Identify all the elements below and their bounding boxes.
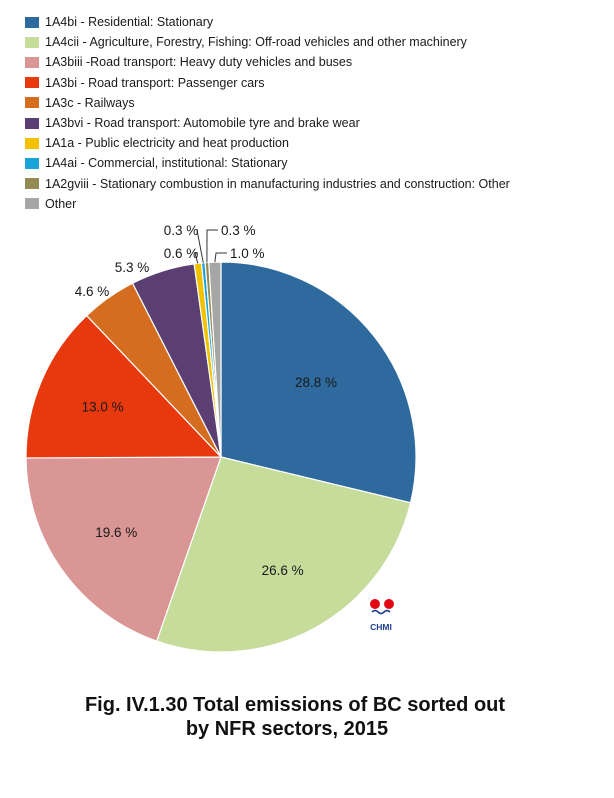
slice-label-1a3bvi: 5.3 % [115,260,150,275]
chmi-logo-wave [371,609,391,615]
leader-line-other [214,252,227,263]
chart-legend: 1A4bi - Residential: Stationary 1A4cii - … [25,12,510,214]
legend-label: 1A1a - Public electricity and heat produ… [45,136,289,151]
legend-swatch [25,178,39,190]
leader-line-1a2gviii [206,229,218,263]
chmi-logo: CHMI [370,599,394,632]
pie-chart: 28.8 % 26.6 % 19.6 % 13.0 % 4.6 % 5.3 % 0.6 % 0… [25,223,417,653]
pie-slice-1a4cii [155,456,412,653]
pie-slice-1a3biii [25,456,222,642]
legend-label: 1A2gviii - Stationary combustion in manu… [45,176,510,191]
legend-swatch [25,16,39,28]
slice-label-1a4bi: 28.8 % [295,375,337,390]
legend-item-1a3biii: 1A3biii -Road transport: Heavy duty vehi… [25,52,510,72]
legend-item-1a4cii: 1A4cii - Agriculture, Forestry, Fishing:… [25,32,510,52]
legend-swatch [25,97,39,109]
legend-label: 1A3bi - Road transport: Passenger cars [45,75,265,90]
legend-item-1a3bvi: 1A3bvi - Road transport: Automobile tyre… [25,113,510,133]
legend-item-1a4bi: 1A4bi - Residential: Stationary [25,12,510,32]
legend-label: Other [45,196,77,211]
legend-swatch [25,157,39,169]
legend-swatch [25,36,39,48]
legend-item-1a2gviii: 1A2gviii - Stationary combustion in manu… [25,174,510,194]
slice-label-1a4cii: 26.6 % [262,563,304,578]
legend-item-1a3c: 1A3c - Railways [25,93,510,113]
slice-labels: 28.8 % 26.6 % 19.6 % 13.0 % 4.6 % 5.3 % 0.6 % 0… [75,223,337,578]
figure-caption-line-2: by NFR sectors, 2015 [185,718,389,740]
slice-label-other: 1.0 % [230,246,265,261]
chmi-logo-left-dot [370,599,380,609]
legend-swatch [25,137,39,149]
leader-line-1a1a [194,252,199,264]
leader-line-1a4ai [196,229,204,263]
slice-label-1a1a: 0.6 % [164,246,199,261]
slice-label-1a4ai: 0.3 % [164,223,199,238]
legend-label: 1A4cii - Agriculture, Forestry, Fishing:… [45,35,467,50]
legend-label: 1A4bi - Residential: Stationary [45,15,214,30]
slice-label-1a3c: 4.6 % [75,284,110,299]
chmi-logo-text: CHMI [370,622,392,632]
slice-label-1a3bi: 13.0 % [82,399,124,414]
legend-item-1a4ai: 1A4ai - Commercial, institutional: Stati… [25,153,510,173]
legend-label: 1A3bvi - Road transport: Automobile tyre… [45,116,360,131]
legend-swatch [25,56,39,68]
pie-slice-1a3bi [25,314,223,459]
legend-item-1a3bi: 1A3bi - Road transport: Passenger cars [25,73,510,93]
legend-swatch [25,117,39,129]
pie-slices [25,261,417,653]
leader-lines [194,229,227,264]
legend-label: 1A4ai - Commercial, institutional: Stati… [45,156,288,171]
slice-label-1a3biii: 19.6 % [95,525,137,540]
legend-swatch [25,198,39,210]
pie-slice-1a4bi [220,261,417,504]
slice-label-1a2gviii: 0.3 % [221,223,256,238]
legend-swatch [25,77,39,89]
legend-item-1a1a: 1A1a - Public electricity and heat produ… [25,133,510,153]
legend-item-other: Other [25,194,510,214]
legend-label: 1A3biii -Road transport: Heavy duty vehi… [45,55,353,70]
chmi-logo-right-dot [384,599,394,609]
legend-label: 1A3c - Railways [45,95,135,110]
figure-caption-line-1: Fig. IV.1.30 Total emissions of BC sorte… [84,694,506,716]
